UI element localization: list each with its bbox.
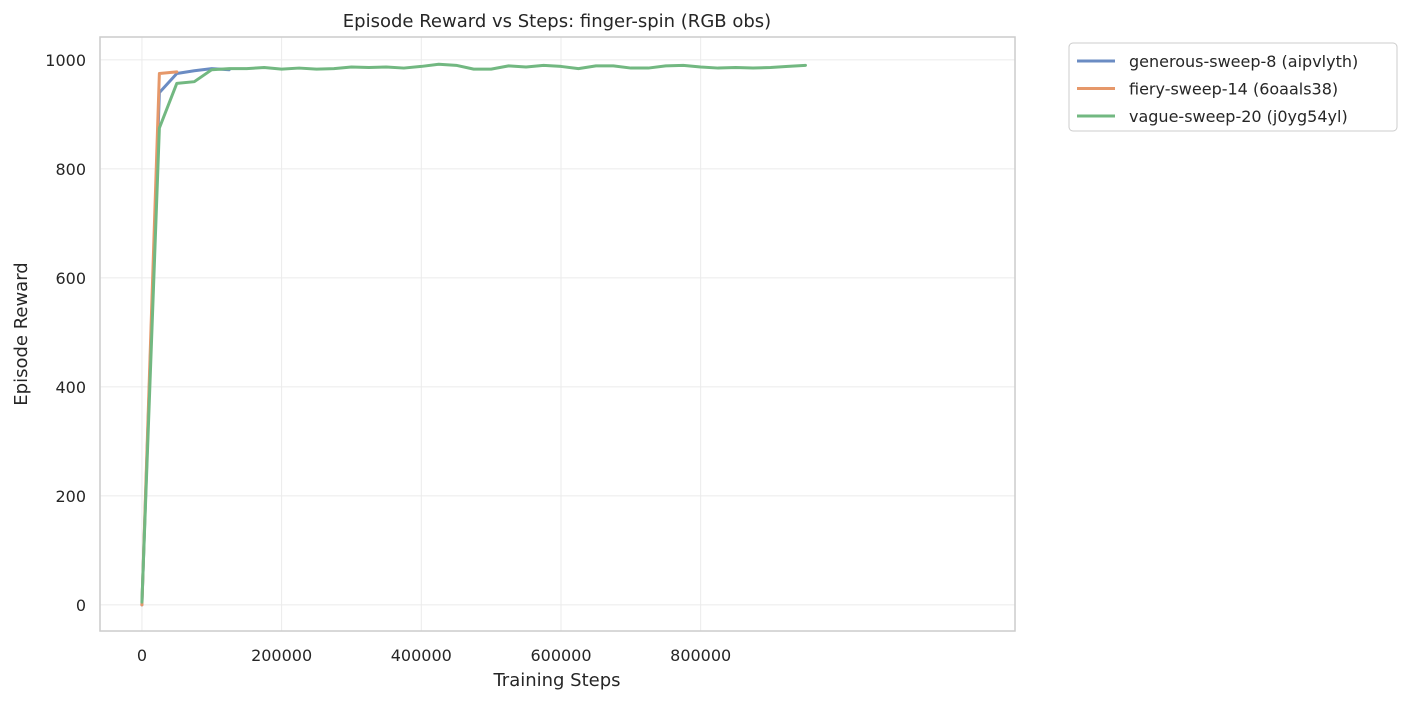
series-lines bbox=[140, 62, 807, 607]
y-tick-label: 400 bbox=[55, 378, 86, 397]
chart-title: Episode Reward vs Steps: finger-spin (RG… bbox=[343, 11, 771, 32]
x-tick-label: 200000 bbox=[251, 646, 312, 665]
x-tick-label: 600000 bbox=[530, 646, 591, 665]
x-tick-labels: 0 200000 400000 600000 800000 bbox=[137, 646, 731, 665]
x-tick-label: 400000 bbox=[391, 646, 452, 665]
y-tick-label: 200 bbox=[55, 487, 86, 506]
y-tick-label: 1000 bbox=[45, 51, 86, 70]
y-tick-labels: 0 200 400 600 800 1000 bbox=[45, 51, 86, 615]
x-axis-title: Training Steps bbox=[492, 670, 620, 691]
legend-label-3: vague-sweep-20 (j0yg54yl) bbox=[1129, 107, 1348, 126]
legend: generous-sweep-8 (aipvlyth) fiery-sweep-1… bbox=[1068, 42, 1398, 132]
y-tick-label: 0 bbox=[76, 596, 86, 615]
series-line-3 bbox=[140, 62, 807, 604]
y-axis-title: Episode Reward bbox=[11, 262, 32, 405]
y-tick-label: 600 bbox=[55, 269, 86, 288]
plot-frame bbox=[99, 36, 1016, 632]
y-tick-label: 800 bbox=[55, 160, 86, 179]
legend-label-2: fiery-sweep-14 (6oaals38) bbox=[1129, 80, 1338, 99]
grid bbox=[100, 37, 1015, 631]
x-tick-label: 0 bbox=[137, 646, 147, 665]
x-tick-label: 800000 bbox=[670, 646, 731, 665]
legend-box bbox=[1068, 42, 1398, 132]
legend-label-1: generous-sweep-8 (aipvlyth) bbox=[1129, 52, 1358, 71]
